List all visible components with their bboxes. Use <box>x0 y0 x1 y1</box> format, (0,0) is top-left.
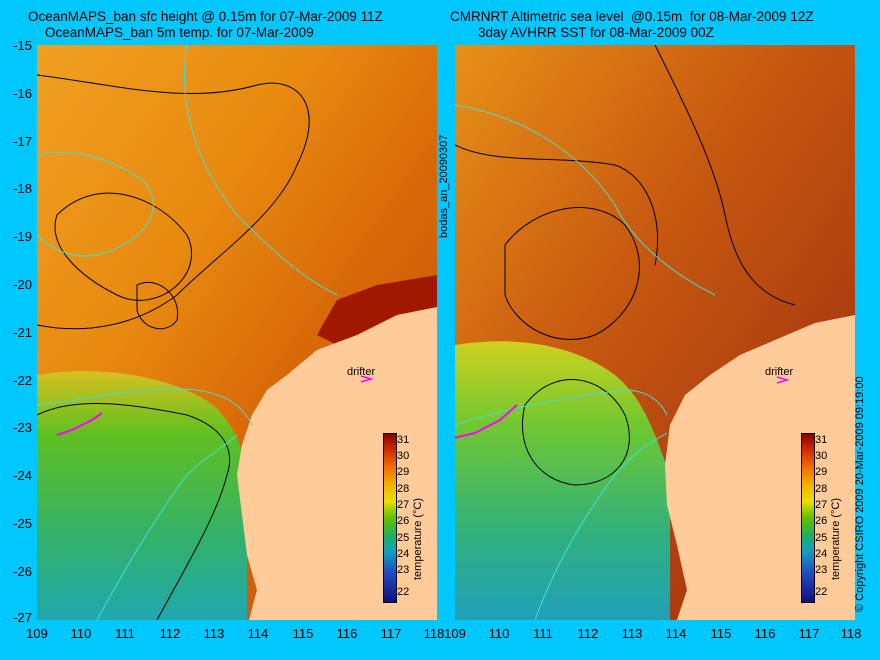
x-tick: 117 <box>380 626 402 641</box>
cbar-tick: 30 <box>815 450 828 462</box>
y-tick: -21 <box>13 325 32 340</box>
right-title-line1: CMRNRT Altimetric sea level @0.15m for 0… <box>450 9 814 24</box>
drifter-track <box>56 412 103 436</box>
right-map-svg <box>455 45 855 620</box>
x-tick: 116 <box>754 626 776 641</box>
y-tick: -27 <box>13 610 32 625</box>
ssh-contour <box>37 403 231 620</box>
x-tick: 112 <box>159 626 181 641</box>
cbar-tick: 22 <box>815 586 828 598</box>
ssh-contour <box>54 192 193 301</box>
colorbar-right <box>801 433 815 603</box>
y-tick: -26 <box>13 564 32 579</box>
sst-contour <box>37 388 253 426</box>
cbar-tick: 26 <box>815 515 828 527</box>
x-tick: 109 <box>26 626 48 641</box>
colorbar-title-left: temperature (°C) <box>412 497 424 580</box>
ssh-contour <box>455 144 659 266</box>
drifter-track <box>455 404 518 439</box>
y-tick: -24 <box>13 468 32 483</box>
ssh-contour <box>37 74 310 330</box>
cbar-tick: 25 <box>397 532 410 544</box>
x-tick: 111 <box>533 626 553 641</box>
ssh-contour <box>504 207 640 340</box>
right-map-panel <box>455 45 855 620</box>
cbar-tick: 28 <box>397 483 410 495</box>
southern-warm-region <box>455 341 670 620</box>
ssh-contour <box>136 282 179 330</box>
cbar-tick: 28 <box>815 483 828 495</box>
cbar-tick: 24 <box>397 548 410 560</box>
y-tick: -25 <box>13 516 32 531</box>
cbar-tick: 22 <box>397 586 410 598</box>
cbar-tick: 26 <box>397 515 410 527</box>
y-tick: -17 <box>13 134 32 149</box>
run-id-label: bodas_an_20090307 <box>438 134 450 238</box>
sst-contour <box>534 432 668 620</box>
y-tick: -19 <box>13 229 32 244</box>
colorbar-title-right: temperature (°C) <box>830 497 842 580</box>
sst-contour <box>455 389 668 426</box>
cbar-tick: 31 <box>815 434 828 446</box>
x-tick: 116 <box>336 626 358 641</box>
ssh-contour <box>521 379 630 486</box>
copyright-label: © Copyright CSIRO 2009 20-Mar-2009 09:19… <box>854 376 866 612</box>
x-tick: 115 <box>710 626 732 641</box>
northern-cool-band <box>317 275 437 345</box>
cbar-tick: 25 <box>815 532 828 544</box>
left-map-svg <box>37 45 437 620</box>
y-tick: -16 <box>13 86 32 101</box>
x-tick: 110 <box>70 626 92 641</box>
drifter-label-left: drifter <box>347 366 376 378</box>
y-tick: -20 <box>13 277 32 292</box>
x-tick: 115 <box>292 626 314 641</box>
y-tick: -18 <box>13 181 32 196</box>
cbar-tick: 29 <box>397 466 410 478</box>
cbar-tick: 31 <box>397 434 410 446</box>
left-title-line1: OceanMAPS_ban sfc height @ 0.15m for 07-… <box>28 9 383 24</box>
x-tick: 110 <box>488 626 510 641</box>
x-tick: 113 <box>621 626 643 641</box>
cbar-tick: 30 <box>397 450 410 462</box>
left-map-panel <box>37 45 437 620</box>
sst-contour <box>455 104 716 296</box>
cbar-tick: 27 <box>815 499 828 511</box>
sst-contour <box>96 434 238 620</box>
y-tick: -23 <box>13 420 32 435</box>
right-title-line2: 3day AVHRR SST for 08-Mar-2009 00Z <box>478 25 714 40</box>
x-tick: 117 <box>798 626 820 641</box>
x-tick: 111 <box>115 626 135 641</box>
x-tick: 114 <box>665 626 687 641</box>
left-title-line2: OceanMAPS_ban 5m temp. for 07-Mar-2009 <box>45 25 314 40</box>
southern-warm-region <box>37 371 247 620</box>
x-tick: 114 <box>247 626 269 641</box>
x-tick: 113 <box>203 626 225 641</box>
cbar-tick: 29 <box>815 466 828 478</box>
colorbar-left <box>383 433 397 603</box>
sst-contour <box>184 45 338 296</box>
cbar-tick: 23 <box>815 564 828 576</box>
x-tick: 118 <box>423 626 445 641</box>
x-tick: 112 <box>577 626 599 641</box>
cbar-tick: 24 <box>815 548 828 560</box>
drifter-marker <box>360 375 374 383</box>
sst-contour <box>37 151 154 257</box>
ssh-contour <box>654 45 796 306</box>
drifter-marker <box>776 376 790 384</box>
cbar-tick: 23 <box>397 564 410 576</box>
drifter-label-right: drifter <box>765 366 794 378</box>
cbar-tick: 27 <box>397 499 410 511</box>
y-tick: -22 <box>13 373 32 388</box>
x-tick: 109 <box>444 626 466 641</box>
x-tick: 118 <box>840 626 862 641</box>
y-tick: -15 <box>13 38 32 53</box>
